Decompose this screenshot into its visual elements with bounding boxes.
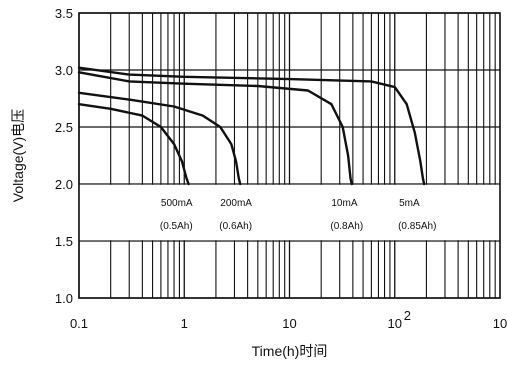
series-capacity-200mA: (0.6Ah) [219, 221, 252, 232]
series-capacity-500mA: (0.5Ah) [160, 221, 193, 232]
series-curve-500mA [77, 102, 190, 186]
annotations: 500mA (0.5Ah) 200mA (0.6Ah) 10mA (0.8Ah) 5mA (0… [160, 198, 437, 232]
y-tick-label: 2.5 [55, 120, 73, 135]
series-capacity-10mA: (0.8Ah) [330, 221, 363, 232]
series-label-200mA: 200mA [220, 198, 252, 209]
series-label-500mA: 500mA [161, 198, 193, 209]
y-axis-title: Voltage(V)电压 [10, 109, 26, 202]
x-tick-label: 1 [181, 316, 188, 331]
x-tick-label: 10 [493, 316, 507, 331]
grid [78, 12, 500, 299]
x-tick-label: 10 [282, 316, 296, 331]
y-tick-label: 3.0 [55, 63, 73, 78]
x-tick-label: 0.1 [70, 316, 88, 331]
x-tick-label: 10 [388, 316, 402, 331]
series-curve-5mA [77, 66, 426, 186]
series-curve-10mA [77, 71, 353, 186]
series-label-10mA: 10mA [331, 198, 357, 209]
y-tick-label: 1.0 [55, 291, 73, 306]
y-tick-label: 3.5 [55, 6, 73, 21]
series-label-5mA: 5mA [399, 198, 420, 209]
series-capacity-5mA: (0.85Ah) [398, 221, 436, 232]
x-tick-exponent: 2 [404, 308, 411, 323]
tick-labels: 1.01.52.02.53.03.50.1110102103 [55, 6, 507, 331]
annotation-band [79, 184, 500, 241]
curves [77, 66, 426, 186]
x-axis-title: Time(h)时间 [252, 343, 328, 359]
series-curve-200mA [77, 91, 242, 186]
plot-frame [78, 12, 501, 299]
y-tick-label: 1.5 [55, 234, 73, 249]
y-tick-label: 2.0 [55, 177, 73, 192]
